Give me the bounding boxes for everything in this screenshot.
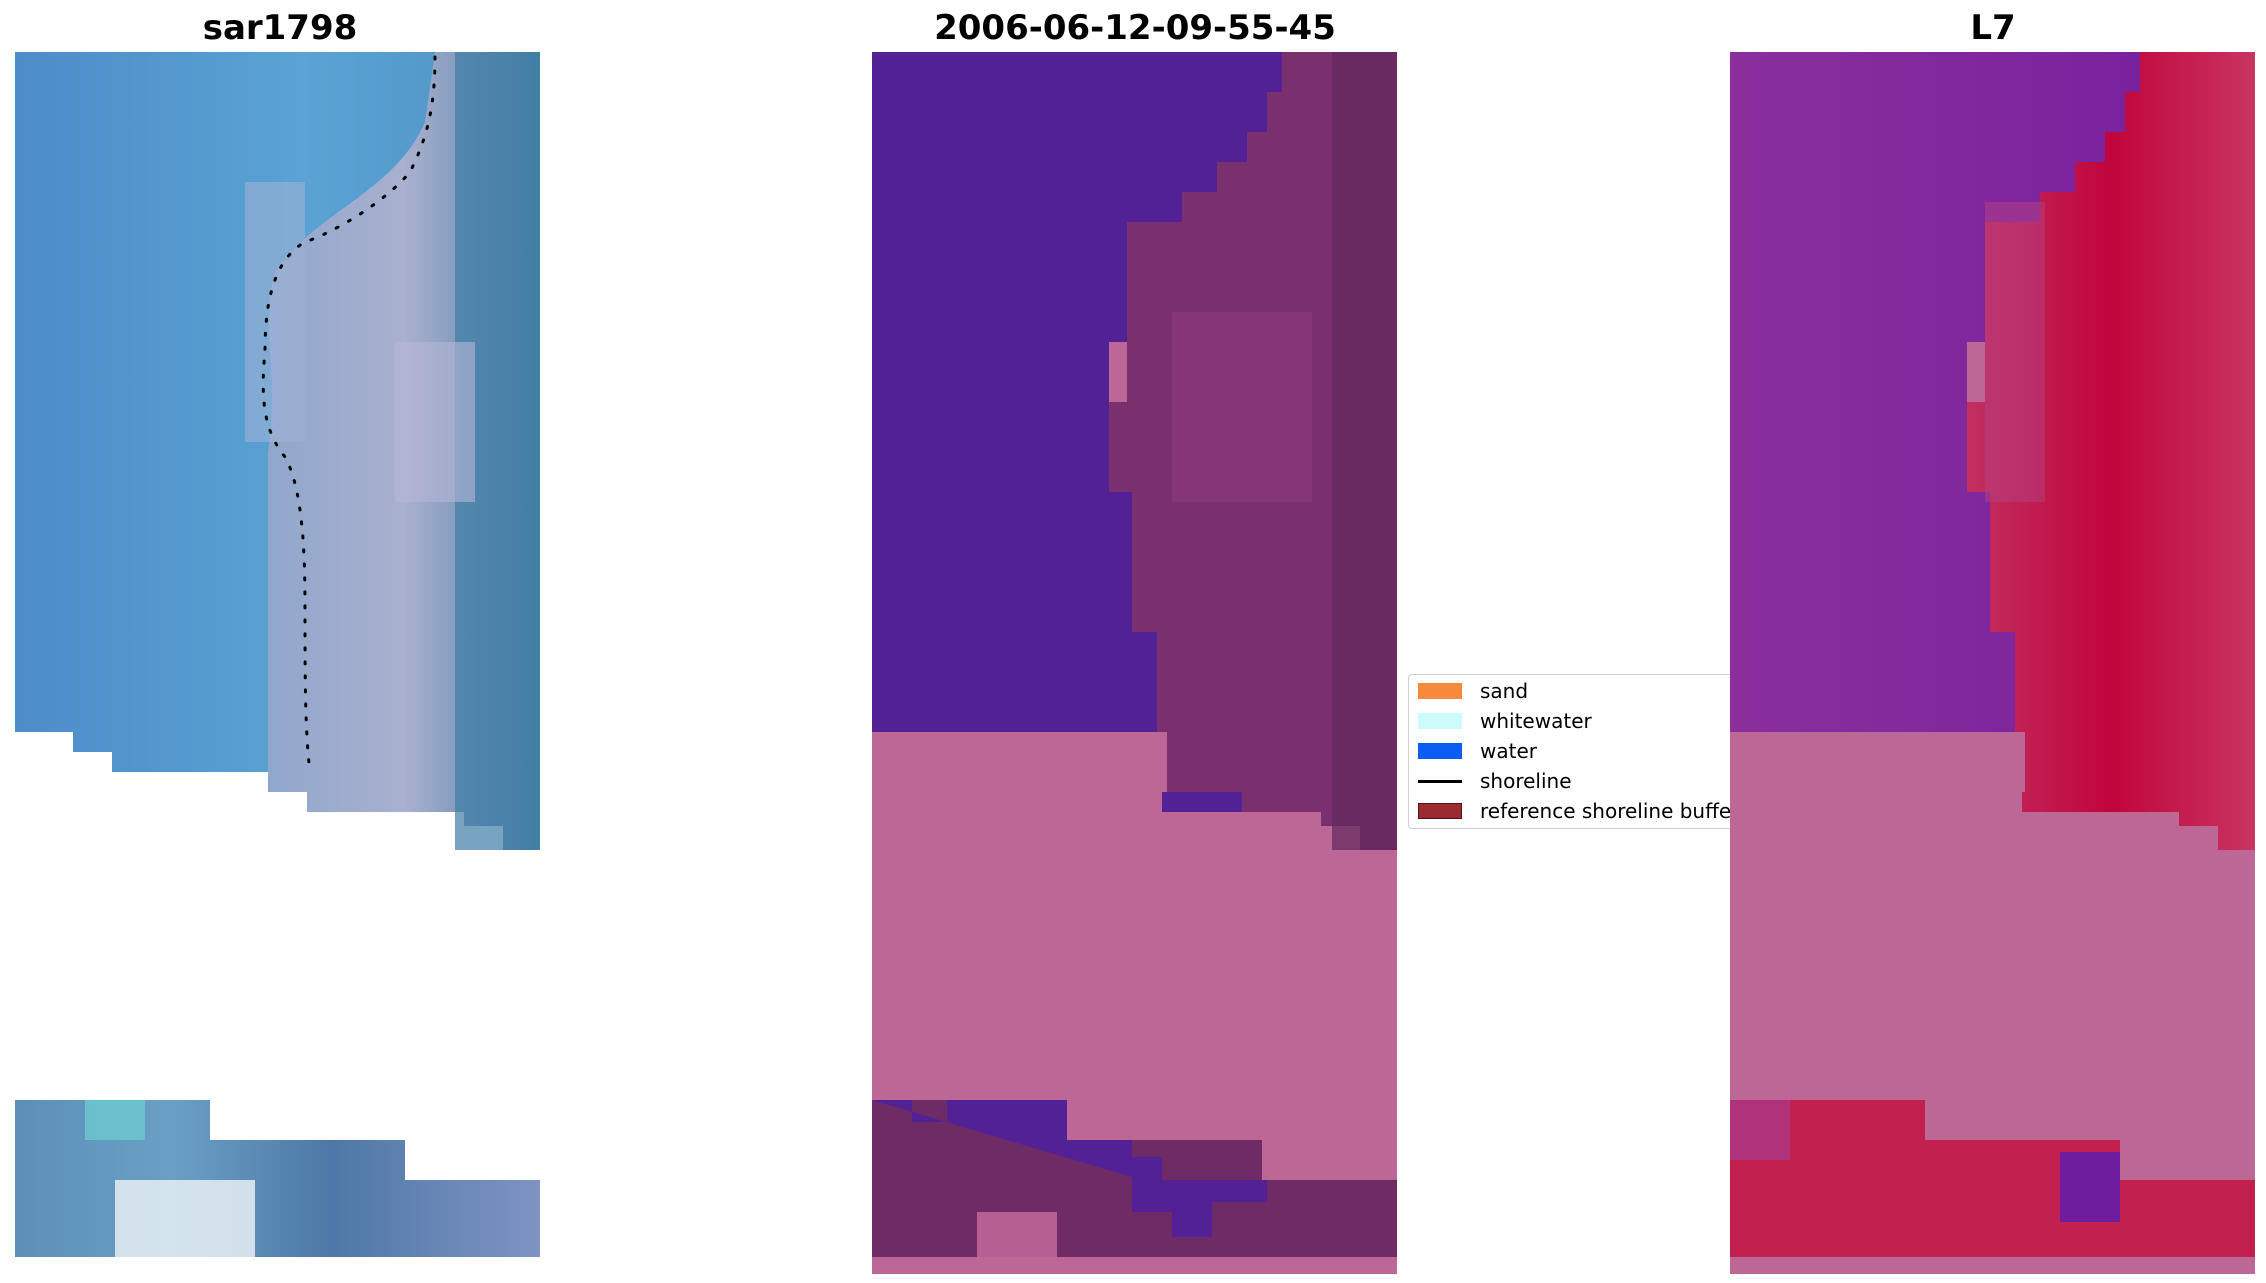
panel-title-index: L7 [1970, 8, 2016, 48]
legend-swatch-reference-buffer [1418, 803, 1462, 819]
legend-label-whitewater: whitewater [1480, 709, 1592, 733]
panel-title-classification: 2006-06-12-09-55-45 [934, 8, 1336, 48]
legend-item-water: water [1409, 739, 1537, 763]
legend-label-water: water [1480, 739, 1537, 763]
legend-item-reference-buffer: reference shoreline buffer [1409, 799, 1739, 823]
legend-swatch-whitewater [1418, 713, 1462, 729]
legend-label-sand: sand [1480, 679, 1529, 703]
panel-title-rgb: sar1798 [202, 8, 358, 48]
legend-line-shoreline [1418, 779, 1462, 783]
legend-item-shoreline: shoreline [1409, 769, 1572, 793]
legend-label-reference-buffer: reference shoreline buffer [1480, 799, 1740, 823]
legend-label-shoreline: shoreline [1480, 769, 1572, 793]
legend-item-whitewater: whitewater [1409, 709, 1592, 733]
legend-swatch-water [1418, 743, 1462, 759]
legend: sand whitewater water shoreline referenc… [1408, 674, 1753, 829]
legend-item-sand: sand [1409, 679, 1528, 703]
rgb-image [15, 52, 540, 1274]
classification-image [872, 52, 1397, 1274]
legend-swatch-sand [1418, 683, 1462, 699]
index-image [1730, 52, 2255, 1274]
water-class-bottom [872, 1100, 1267, 1237]
